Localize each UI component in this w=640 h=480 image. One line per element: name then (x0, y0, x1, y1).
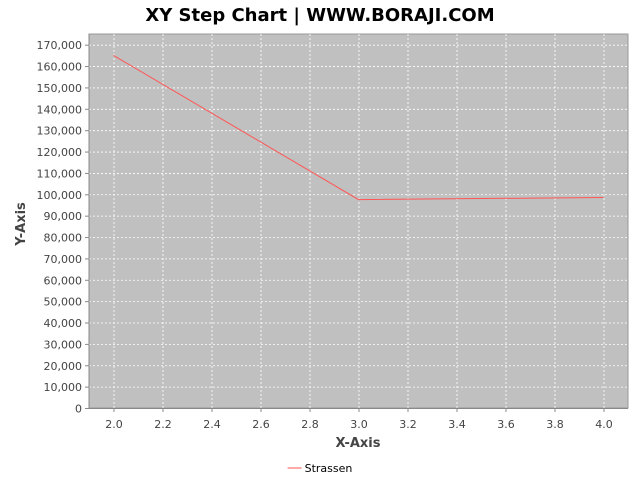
y-tick-label: 90,000 (44, 210, 83, 223)
y-tick-label: 60,000 (44, 274, 83, 287)
series-line-strassen (113, 54, 604, 201)
grid-layer (89, 34, 628, 408)
y-tick-label: 30,000 (44, 338, 83, 351)
y-tick-label: 0 (75, 403, 82, 416)
chart-title: XY Step Chart | WWW.BORAJI.COM (145, 5, 494, 26)
x-tick-label: 2.6 (252, 418, 270, 431)
x-tick-label: 3.4 (448, 418, 466, 431)
y-tick-label: 150,000 (37, 82, 83, 95)
y-tick-label: 80,000 (44, 232, 83, 245)
x-tick-label: 2.8 (301, 418, 319, 431)
series-layer (113, 54, 604, 201)
legend-label: Strassen (305, 462, 353, 475)
x-tick-label: 3.6 (497, 418, 515, 431)
y-tick-label: 70,000 (44, 253, 83, 266)
legend: Strassen (287, 462, 353, 475)
y-tick-label: 40,000 (44, 317, 83, 330)
y-tick-label: 140,000 (37, 103, 83, 116)
plot-area (88, 33, 629, 409)
y-tick-label: 110,000 (37, 167, 83, 180)
y-tick-label: 170,000 (37, 39, 83, 52)
x-tick-label: 2.0 (105, 418, 123, 431)
x-tick-label: 2.2 (154, 418, 172, 431)
axis-layer: 2.0 2.2 2.4 2.6 2.8 3.0 3.2 3.4 3.6 3.8 4.0 0 10,000… (37, 34, 628, 431)
y-tick-label: 50,000 (44, 296, 83, 309)
x-tick-label: 4.0 (595, 418, 613, 431)
x-tick-label: 3.2 (399, 418, 417, 431)
y-tick-label: 10,000 (44, 381, 83, 394)
y-tick-label: 20,000 (44, 360, 83, 373)
x-tick-label: 2.4 (203, 418, 221, 431)
y-axis-label: Y-Axis (14, 202, 29, 247)
y-tick-label: 160,000 (37, 61, 83, 74)
x-axis-label: X-Axis (336, 436, 381, 451)
y-tick-label: 120,000 (37, 146, 83, 159)
y-tick-label: 130,000 (37, 125, 83, 138)
x-tick-label: 3.8 (546, 418, 564, 431)
x-tick-label: 3.0 (350, 418, 368, 431)
y-tick-label: 100,000 (37, 189, 83, 202)
